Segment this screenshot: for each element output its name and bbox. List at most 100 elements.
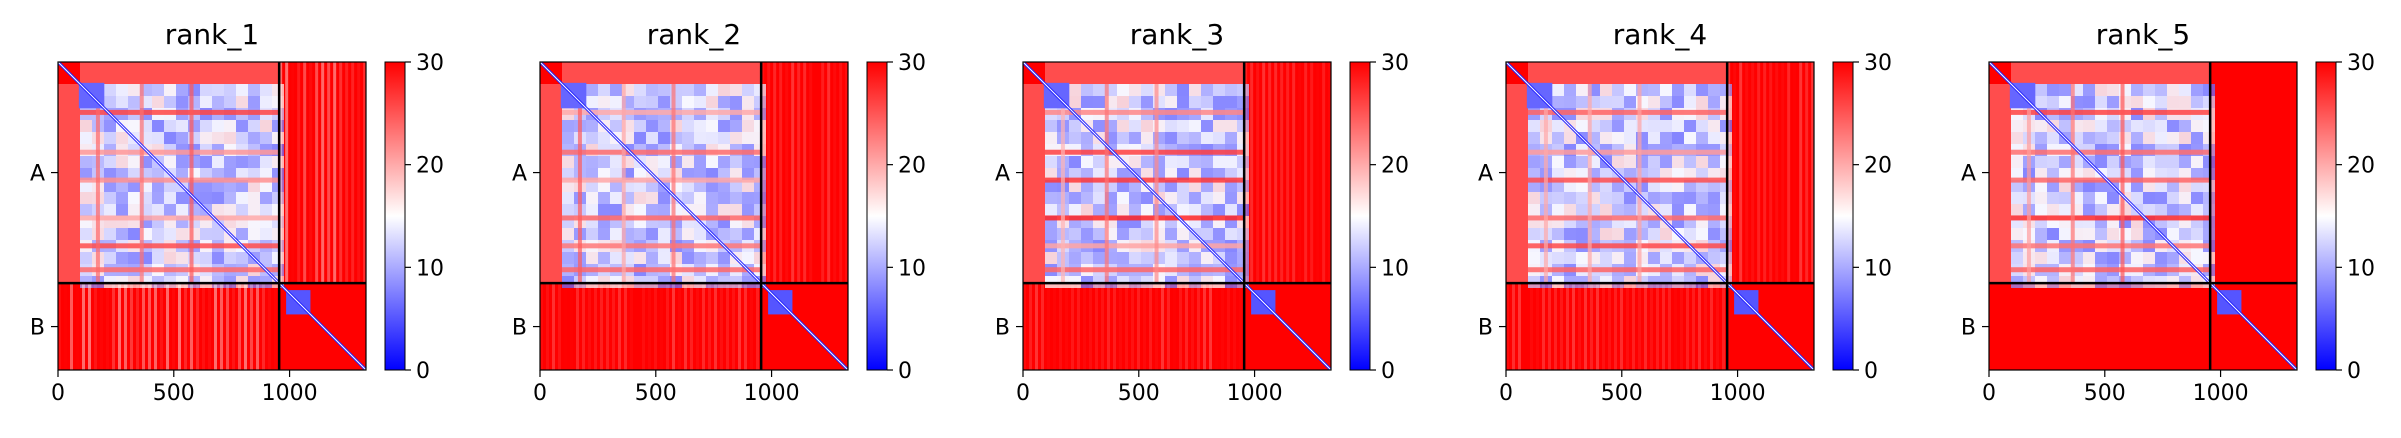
heatmap-cell xyxy=(634,132,646,144)
heatmap-cell xyxy=(260,96,272,108)
heatmap-cell xyxy=(682,120,694,132)
heatmap-cell xyxy=(706,156,718,168)
heatmap-cell xyxy=(1189,120,1201,132)
colorbar-tick-label: 20 xyxy=(898,154,926,179)
x-tick-label: 1000 xyxy=(1710,381,1766,406)
heatmap-stripe xyxy=(1506,283,1509,370)
heatmap-cell xyxy=(260,252,272,264)
heatmap-cell xyxy=(2059,228,2071,240)
heatmap-stripe xyxy=(666,283,669,370)
heatmap-cell xyxy=(1177,96,1189,108)
heatmap-stripe xyxy=(1602,283,1605,370)
heatmap-cell xyxy=(1117,204,1129,216)
colorbar-tick-label: 0 xyxy=(1381,359,1395,384)
heatmap-stripe xyxy=(564,283,567,370)
heatmap-cell xyxy=(1045,132,1057,144)
heatmap-cell xyxy=(1648,156,1660,168)
heatmap-stripe xyxy=(214,283,217,370)
heatmap-cell xyxy=(1117,168,1129,180)
heatmap-cell xyxy=(2083,120,2095,132)
heatmap-cell xyxy=(598,96,610,108)
heatmap-cell xyxy=(212,252,224,264)
heatmap-cell xyxy=(1141,204,1153,216)
heatmap-stripe xyxy=(2011,215,2211,221)
heatmap-cell xyxy=(1129,192,1141,204)
heatmap-stripe xyxy=(112,283,115,370)
heatmap-stripe xyxy=(1727,62,1731,284)
heatmap-cell xyxy=(1600,192,1612,204)
heatmap-stripe xyxy=(1757,62,1761,284)
heatmap-cell xyxy=(2107,252,2119,264)
heatmap-stripe xyxy=(1227,283,1230,370)
heatmap-cell xyxy=(2167,84,2179,96)
heatmap-stripe xyxy=(1131,283,1134,370)
colorbar-tick-label: 30 xyxy=(898,51,926,76)
heatmap-cell xyxy=(1093,180,1105,192)
heatmap-cell xyxy=(1177,84,1189,96)
heatmap-cell xyxy=(2059,120,2071,132)
heatmap-cell xyxy=(1201,228,1213,240)
heatmap-cell xyxy=(236,192,248,204)
colorbar-tick-label: 0 xyxy=(416,359,430,384)
heatmap-stripe xyxy=(345,62,349,284)
heatmap-cell xyxy=(128,192,140,204)
heatmap-cell xyxy=(1117,252,1129,264)
heatmap-cell xyxy=(2035,180,2047,192)
heatmap-stripe xyxy=(1787,62,1791,284)
heatmap-cell xyxy=(1165,96,1177,108)
heatmap-cell xyxy=(2047,156,2059,168)
heatmap-cell xyxy=(1093,204,1105,216)
heatmap-cell xyxy=(1081,180,1093,192)
heatmap-cell xyxy=(2035,168,2047,180)
heatmap-cell xyxy=(2047,180,2059,192)
heatmap-cell xyxy=(236,120,248,132)
heatmap-cell xyxy=(116,192,128,204)
heatmap-cell xyxy=(2179,132,2191,144)
heatmap-cell xyxy=(176,120,188,132)
heatmap-cell xyxy=(1189,96,1201,108)
heatmap-cell xyxy=(2191,204,2203,216)
heatmap-cell xyxy=(80,204,92,216)
chain-label: A xyxy=(1478,162,1493,187)
heatmap-cell xyxy=(1528,120,1540,132)
heatmap-cell xyxy=(1696,228,1708,240)
heatmap-stripe xyxy=(696,283,699,370)
heatmap-cell xyxy=(176,96,188,108)
heatmap-diagonal xyxy=(1506,62,1814,370)
heatmap-cell xyxy=(152,96,164,108)
heatmap-cell xyxy=(2131,156,2143,168)
heatmap-cell xyxy=(128,156,140,168)
heatmap-cell xyxy=(1648,132,1660,144)
heatmap-stripe xyxy=(1608,283,1611,370)
heatmap-cell xyxy=(2179,204,2191,216)
heatmap-cell xyxy=(1648,96,1660,108)
heatmap-cell xyxy=(1684,96,1696,108)
heatmap-cell xyxy=(1684,120,1696,132)
heatmap-cell xyxy=(1696,84,1708,96)
heatmap-stripe xyxy=(106,283,109,370)
heatmap-cell xyxy=(694,96,706,108)
heatmap-cell xyxy=(2107,156,2119,168)
heatmap-cell xyxy=(1624,192,1636,204)
heatmap-stripe xyxy=(1590,283,1593,370)
heatmap-cell xyxy=(1576,228,1588,240)
heatmap-cell xyxy=(1648,192,1660,204)
heatmap-cell xyxy=(586,156,598,168)
heatmap-cell xyxy=(1177,156,1189,168)
heatmap-cell xyxy=(1708,204,1720,216)
heatmap-cell xyxy=(1129,252,1141,264)
heatmap-cell xyxy=(694,252,706,264)
heatmap-cell xyxy=(224,192,236,204)
heatmap-cell xyxy=(2179,180,2191,192)
heatmap-cell xyxy=(634,204,646,216)
heatmap-cell xyxy=(1684,252,1696,264)
heatmap-cell xyxy=(2167,96,2179,108)
x-tick-label: 0 xyxy=(51,381,65,406)
heatmap-image xyxy=(1506,62,1814,370)
heatmap-cell xyxy=(1672,132,1684,144)
heatmap-stripe xyxy=(1799,62,1803,284)
heatmap-stripe xyxy=(160,283,163,370)
heatmap-cell xyxy=(694,180,706,192)
heatmap-cell xyxy=(1576,84,1588,96)
heatmap-stripe xyxy=(1680,283,1683,370)
